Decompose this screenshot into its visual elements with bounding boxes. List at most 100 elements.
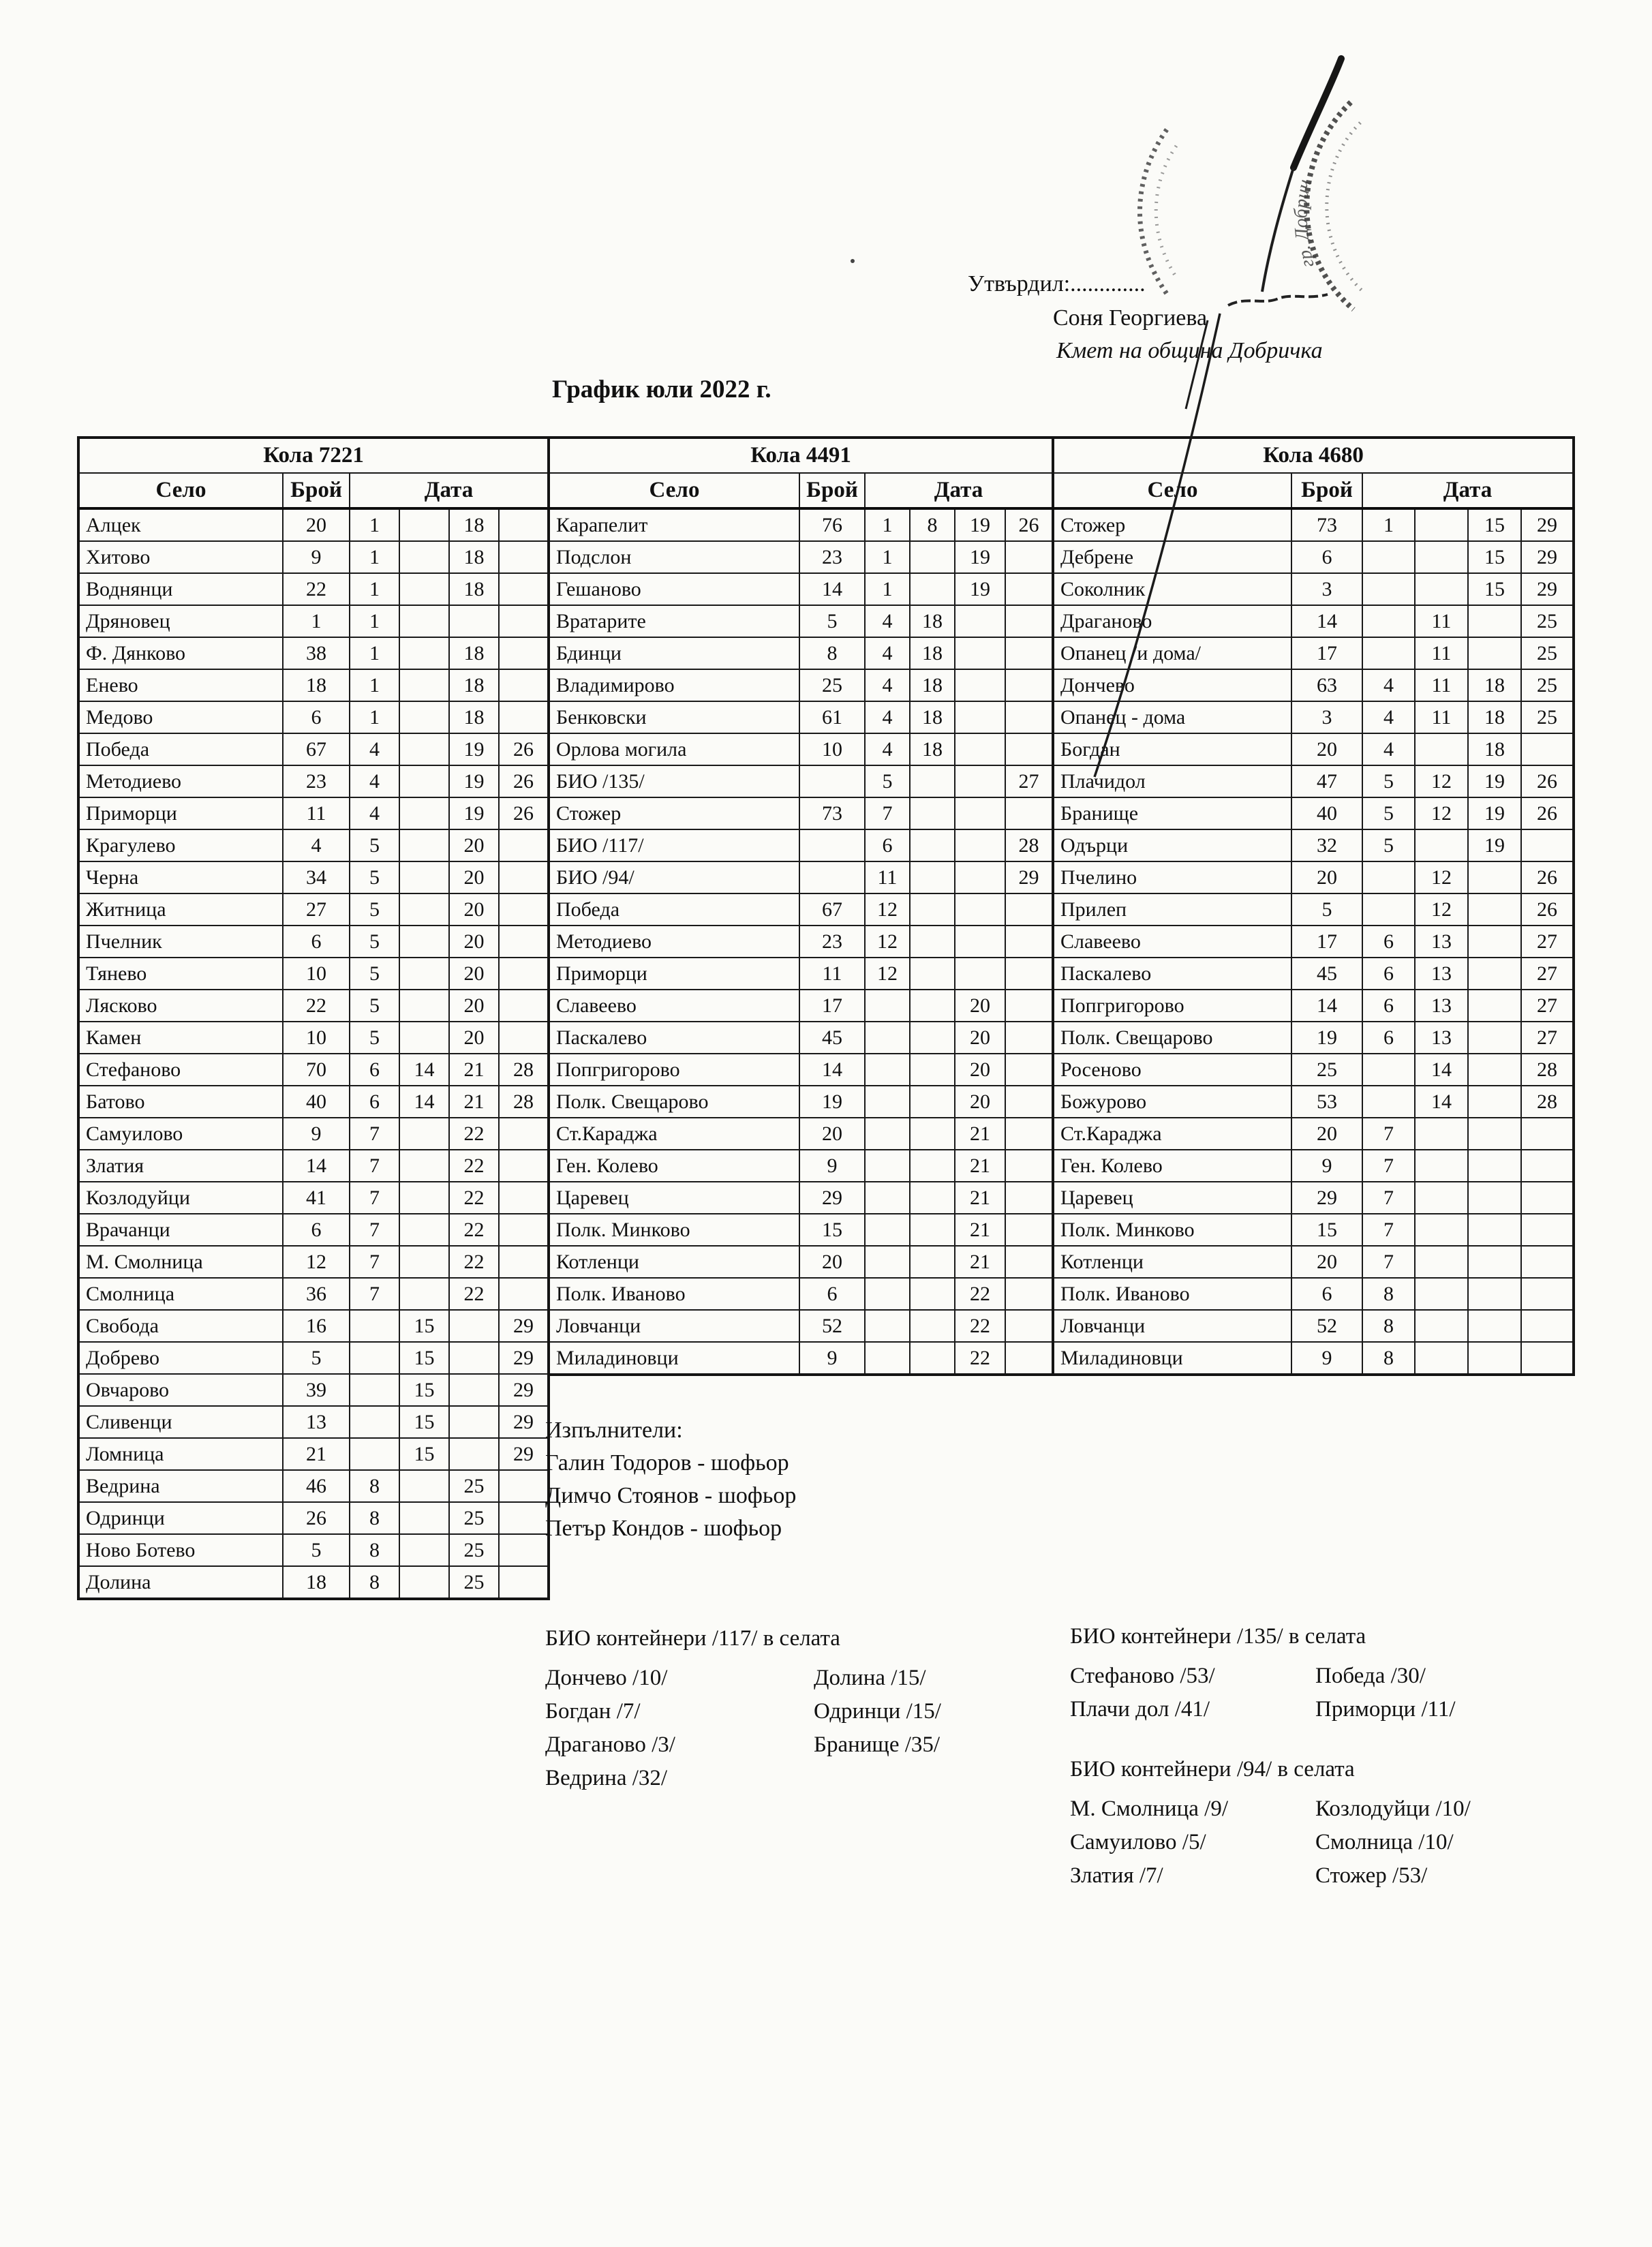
date-cell: 18 — [909, 605, 955, 638]
table-row: Опанец /и дома/17 11 25 — [1052, 637, 1575, 670]
village-cell: Ведрина — [78, 1469, 284, 1503]
count-cell: 10 — [282, 1021, 350, 1054]
date-cell — [498, 1533, 550, 1567]
count-cell: 26 — [282, 1501, 350, 1535]
table-row: Методиево 23 12 — [548, 925, 1054, 958]
count-cell: 5 — [1291, 893, 1363, 926]
stamp-city-text: гр. Добрич — [1291, 177, 1319, 269]
date-cell — [498, 925, 550, 958]
count-cell: 32 — [1291, 829, 1363, 862]
village-cell: Ловчанци — [1052, 1309, 1292, 1343]
date-cell — [399, 669, 450, 702]
date-cell — [1362, 861, 1416, 894]
village-cell: Дебрене — [1052, 540, 1292, 574]
village-cell: Свобода — [78, 1309, 284, 1343]
table-row: Врачанци 6 7 22 — [78, 1213, 550, 1247]
date-cell: 13 — [1414, 1021, 1469, 1054]
date-cell: 22 — [448, 1245, 500, 1279]
table-row: Миладиновци 9 8 — [1052, 1341, 1575, 1375]
date-cell — [864, 1309, 911, 1343]
count-cell: 5 — [282, 1341, 350, 1375]
date-cell — [349, 1373, 400, 1407]
date-cell — [399, 1469, 450, 1503]
date-cell — [399, 1277, 450, 1311]
date-cell — [448, 1373, 500, 1407]
village-cell: Росеново — [1052, 1053, 1292, 1086]
date-cell: 12 — [1414, 797, 1469, 830]
village-cell: Долина — [78, 1565, 284, 1600]
date-cell: 20 — [448, 957, 500, 990]
date-cell — [1362, 637, 1416, 670]
date-cell — [1467, 1053, 1522, 1086]
count-cell: 70 — [282, 1053, 350, 1086]
date-cell — [909, 893, 955, 926]
table-header-row: Кола 4491 — [547, 437, 1054, 474]
date-cell — [1520, 829, 1575, 862]
date-cell — [909, 765, 955, 798]
date-cell — [864, 1149, 911, 1182]
executors-label: Изпълнители: — [545, 1418, 683, 1443]
table-row: Победа 67 12 — [548, 893, 1054, 926]
date-cell — [399, 1117, 450, 1150]
count-cell: 67 — [799, 893, 866, 926]
count-cell: 10 — [799, 733, 866, 766]
date-cell — [399, 765, 450, 798]
date-cell — [399, 1533, 450, 1567]
list-item: Галин Тодоров - шофьор — [545, 1450, 789, 1476]
date-cell: 19 — [1467, 829, 1522, 862]
date-cell — [448, 1437, 500, 1471]
village-cell: Енево — [78, 669, 284, 702]
village-cell: Богдан — [1052, 733, 1292, 766]
date-cell: 25 — [1520, 605, 1575, 638]
date-cell — [1004, 540, 1054, 574]
date-cell: 18 — [1467, 669, 1522, 702]
count-cell: 6 — [799, 1277, 866, 1311]
village-cell: Полк. Свещарово — [1052, 1021, 1292, 1054]
village-cell: Соколник — [1052, 572, 1292, 606]
car-title: Кола 4680 — [1052, 437, 1575, 474]
date-cell: 12 — [864, 957, 911, 990]
table-row: Стожер 73 1 15 29 — [1052, 508, 1575, 542]
list-item: Стефаново /53/ — [1070, 1664, 1215, 1688]
date-cell: 7 — [349, 1149, 400, 1182]
date-cell — [909, 861, 955, 894]
count-cell: 76 — [799, 508, 866, 542]
village-cell: Ново Ботево — [78, 1533, 284, 1567]
table-row: Лясково 22 5 20 — [78, 989, 550, 1022]
count-cell: 6 — [282, 925, 350, 958]
date-cell — [1004, 1277, 1054, 1311]
date-cell: 25 — [448, 1565, 500, 1600]
table-row: Богдан 20 4 18 — [1052, 733, 1575, 766]
date-cell: 22 — [448, 1277, 500, 1311]
table-row: Царевец 29 21 — [548, 1181, 1054, 1214]
date-cell: 18 — [909, 669, 955, 702]
date-cell: 6 — [349, 1085, 400, 1118]
date-cell: 21 — [954, 1117, 1006, 1150]
table-row: Златия 14 7 22 — [78, 1149, 550, 1182]
date-cell — [1362, 540, 1416, 574]
table-row: Полк. Свещарово 19 6 13 27 — [1052, 1021, 1575, 1054]
column-header-row: Село Брой Дата — [1052, 472, 1575, 510]
village-cell: Плачидол — [1052, 765, 1292, 798]
date-cell: 20 — [448, 829, 500, 862]
date-cell: 29 — [498, 1373, 550, 1407]
date-cell: 1 — [1362, 508, 1416, 542]
date-cell — [1004, 572, 1054, 606]
table-row: Одринци 26 8 25 — [78, 1501, 550, 1535]
col-village: Село — [548, 472, 800, 510]
table-row: Ст.Караджа 20 21 — [548, 1117, 1054, 1150]
date-cell — [864, 1277, 911, 1311]
stamp-arc-left-inner — [1154, 144, 1180, 281]
village-cell: Миладиновци — [548, 1341, 800, 1375]
count-cell: 39 — [282, 1373, 350, 1407]
date-cell: 18 — [909, 733, 955, 766]
date-cell — [864, 1245, 911, 1279]
village-cell: Полк. Иваново — [548, 1277, 800, 1311]
date-cell — [1467, 925, 1522, 958]
village-cell: Котленци — [1052, 1245, 1292, 1279]
date-cell — [498, 861, 550, 894]
date-cell: 1 — [349, 605, 400, 638]
date-cell — [399, 701, 450, 734]
date-cell: 18 — [448, 572, 500, 606]
table-row: Воднянци 22 1 18 — [78, 572, 550, 606]
